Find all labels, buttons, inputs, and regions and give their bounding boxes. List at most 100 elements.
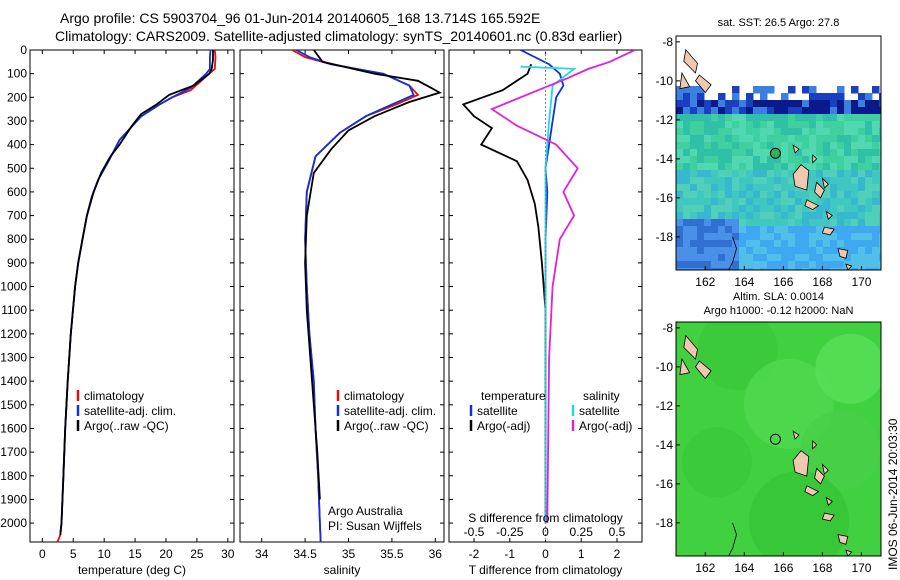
legend-label: climatology: [84, 389, 144, 403]
legend-label: Argo(-adj): [477, 419, 530, 433]
y-tick-label: -8: [662, 35, 673, 49]
y-tick-label: 900: [7, 256, 27, 270]
x-tick-label: 1: [578, 547, 585, 561]
y-tick-label: -14: [656, 152, 674, 166]
map-panel-2: 162 164 166 168 170 -8 -10 -12 -14 -16 -18 Altim. S…: [656, 291, 882, 575]
y-tick-label: 1700: [0, 445, 27, 459]
series-line-argo-raw-qc-: [59, 50, 214, 535]
x-tick-label: 36: [429, 547, 443, 561]
x-tick-label: 35: [342, 547, 356, 561]
x-tick-label: -2: [469, 547, 480, 561]
legend-label: climatology: [344, 389, 404, 403]
x-tick-label: 35.5: [380, 547, 404, 561]
y-tick-label: 1300: [0, 351, 27, 365]
depth-contour: [728, 522, 737, 556]
island: [821, 512, 835, 522]
island: [792, 144, 800, 154]
series-line-argo-raw-qc-: [304, 50, 442, 500]
y-tick-label: 400: [7, 138, 27, 152]
x-tick-label: 168: [812, 561, 832, 575]
map-panel-1: 162 164 166 168 170 -8 -10 -12 -14 -16 -18 sat. SST…: [656, 17, 882, 289]
x-tick-label: 170: [851, 561, 871, 575]
y-tick-label: 1100: [1, 303, 27, 317]
island: [837, 248, 849, 259]
x-tick-label: 20: [159, 547, 173, 561]
y-tick-label: 500: [7, 161, 27, 175]
x2-tick-label: -0.5: [464, 525, 485, 539]
island: [821, 226, 835, 236]
x-tick-label: 30: [221, 547, 235, 561]
legend-label: satellite: [579, 404, 620, 418]
x-tick-label: 15: [128, 547, 142, 561]
x-tick-label: 166: [773, 561, 793, 575]
island: [679, 357, 691, 376]
x-tick-label: 168: [812, 275, 832, 289]
x-tick-label: 0: [39, 547, 46, 561]
map-frame: [675, 35, 882, 271]
x-tick-label: 34: [255, 547, 269, 561]
island: [804, 485, 820, 497]
island: [695, 360, 712, 380]
x-tick-label: 5: [70, 547, 77, 561]
legend-heading: salinity: [583, 389, 620, 403]
x2-tick-label: 0: [542, 525, 549, 539]
x-tick-label: 0: [542, 547, 549, 561]
series-group: [291, 50, 442, 542]
island: [825, 496, 833, 507]
depth-contour: [728, 236, 737, 270]
y-tick-label: 200: [7, 90, 27, 104]
header-line-1: Argo profile: CS 5903704_96 01-Jun-2014 …: [60, 10, 541, 26]
map-field: [676, 322, 881, 556]
island: [679, 71, 691, 90]
legend-label: satellite-adj. clim.: [84, 404, 176, 418]
island: [812, 440, 818, 450]
x-tick-label: 166: [773, 275, 793, 289]
island: [821, 177, 829, 189]
x-tick-label: 170: [851, 275, 871, 289]
y-tick-label: 1600: [0, 421, 27, 435]
y-tick-label: -12: [656, 113, 674, 127]
y-tick-label: -16: [656, 191, 674, 205]
y-tick-label: -16: [656, 477, 674, 491]
note-line-2: PI: Susan Wijffels: [328, 519, 422, 533]
y-tick-label: 600: [7, 185, 27, 199]
profile-panel-1: 0 5 10 15 20 25 300100200300400500600700800900…: [0, 43, 235, 577]
y-tick-label: 1900: [0, 492, 27, 506]
series-group: [56, 50, 217, 542]
y-tick-label: 1800: [0, 469, 27, 483]
legend-label: Argo(..raw -QC): [84, 419, 169, 433]
plot-frame: [239, 49, 445, 543]
y-tick-label: 1200: [0, 327, 27, 341]
y-tick-label: 0: [20, 43, 27, 57]
x-axis-label: T difference from climatology: [469, 563, 623, 577]
legend-label: satellite: [477, 404, 518, 418]
y-tick-label: 1500: [0, 398, 27, 412]
map-title: Altim. SLA: 0.0014: [733, 291, 824, 303]
island: [845, 263, 853, 270]
y-tick-label: -10: [656, 74, 674, 88]
y-tick-label: -8: [662, 321, 673, 335]
y-tick-label: 100: [7, 67, 27, 81]
y-tick-label: 700: [7, 209, 27, 223]
island: [792, 450, 810, 477]
y-tick-label: 800: [7, 232, 27, 246]
float-marker: [769, 433, 781, 445]
island: [821, 463, 829, 475]
x-axis-label: temperature (deg C): [78, 563, 186, 577]
profile-panel-3: -2 -1 0 1 2 -0.5 -0.25 0 0.25 0.5S difference fro…: [448, 49, 643, 577]
x-tick-label: 162: [695, 561, 715, 575]
map-field: [676, 36, 881, 270]
x2-tick-label: -0.25: [496, 525, 524, 539]
island: [792, 430, 800, 440]
island: [683, 334, 698, 360]
x2-tick-label: 0.25: [570, 525, 594, 539]
x2-axis-label: S difference from climatology: [468, 511, 623, 525]
y-tick-label: 300: [7, 114, 27, 128]
map-frame: [675, 321, 882, 557]
y-tick-label: 1400: [0, 374, 27, 388]
x-tick-label: 10: [98, 547, 112, 561]
x-tick-label: 162: [695, 275, 715, 289]
y-tick-label: -10: [656, 360, 674, 374]
island: [837, 534, 849, 545]
